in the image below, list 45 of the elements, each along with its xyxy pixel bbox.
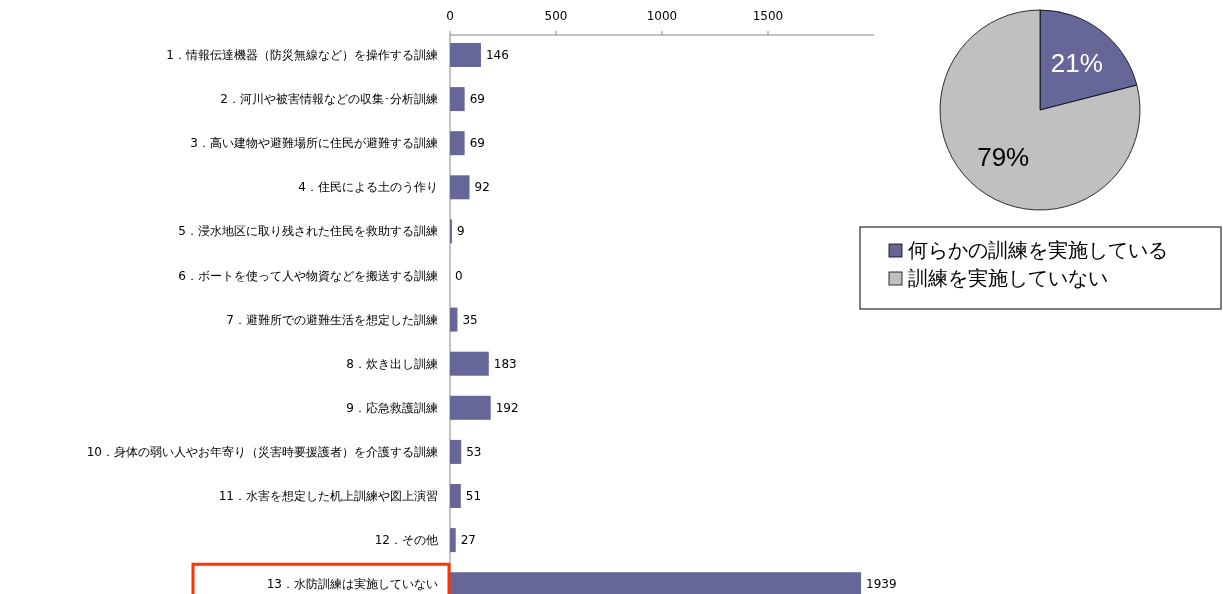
y-tick-label: 3．高い建物や避難場所に住民が避難する訓練 xyxy=(190,136,438,151)
bar xyxy=(450,395,491,420)
y-tick-label: 11．水害を想定した机上訓練や図上演習 xyxy=(218,489,438,503)
y-tick-label: 8．炊き出し訓練 xyxy=(346,356,438,371)
y-tick-label: 10．身体の弱い人やお年寄り（災害時要援護者）を介護する訓練 xyxy=(86,444,438,459)
y-tick-label: 13．水防訓練は実施していない xyxy=(266,577,438,592)
y-tick-label: 7．避難所での避難生活を想定した訓練 xyxy=(226,312,438,327)
bar xyxy=(450,87,465,112)
data-label: 53 xyxy=(466,444,482,459)
y-tick-label: 12．その他 xyxy=(374,533,438,548)
x-tick-label: 1500 xyxy=(752,9,784,23)
data-label: 183 xyxy=(493,356,517,371)
x-tick-label: 0 xyxy=(446,9,454,23)
y-tick-label: 9．応急救護訓練 xyxy=(346,400,438,415)
y-tick-label: 6．ボートを使って人や物資などを搬送する訓練 xyxy=(178,268,438,283)
data-label: 69 xyxy=(469,136,485,151)
y-tick-label: 1．情報伝達機器（防災無線など）を操作する訓練 xyxy=(166,48,438,62)
data-label: 79% xyxy=(977,142,1030,173)
data-label: 92 xyxy=(474,180,490,195)
data-label: 192 xyxy=(495,400,519,415)
y-tick-label: 2．河川や被害情報などの収集･分析訓練 xyxy=(220,92,438,107)
y-tick-label: 4．住民による土のう作り xyxy=(298,180,438,195)
x-tick-label: 1000 xyxy=(646,9,678,23)
data-label: 9 xyxy=(456,224,465,239)
legend-label: 何らかの訓練を実施している xyxy=(908,238,1168,262)
y-tick-label: 5．浸水地区に取り残された住民を救助する訓練 xyxy=(178,224,438,239)
data-label: 69 xyxy=(469,92,485,107)
bar xyxy=(450,484,461,508)
bar xyxy=(450,351,489,376)
data-label: 27 xyxy=(460,533,477,548)
data-label: 51 xyxy=(465,489,482,503)
bar xyxy=(450,43,481,67)
data-label: 1939 xyxy=(866,577,897,592)
data-label: 35 xyxy=(462,312,478,327)
x-tick-label: 500 xyxy=(544,9,568,23)
bar xyxy=(450,439,462,464)
bar xyxy=(450,175,470,200)
data-label: 0 xyxy=(455,268,463,283)
data-label: 21% xyxy=(1050,47,1103,78)
pie-slice xyxy=(939,9,1141,211)
bar xyxy=(450,131,465,156)
bar xyxy=(450,307,458,332)
legend-label: 訓練を実施していない xyxy=(908,266,1108,290)
data-label: 146 xyxy=(485,48,509,62)
bar xyxy=(450,528,456,553)
